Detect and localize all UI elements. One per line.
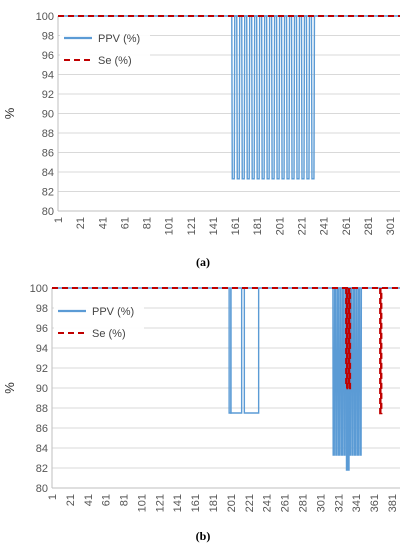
y-tick-label: 94 [42, 70, 54, 82]
x-tick-label: 161 [190, 494, 202, 512]
legend-background [54, 301, 144, 341]
x-tick-label: 121 [154, 494, 166, 512]
y-axis-label: % [2, 382, 17, 394]
x-tick-label: 101 [164, 217, 176, 235]
x-tick-label: 161 [230, 217, 242, 235]
y-tick-label: 88 [42, 128, 54, 140]
y-tick-label: 96 [36, 323, 48, 335]
x-tick-label: 261 [341, 217, 353, 235]
x-tick-label: 61 [101, 494, 113, 506]
x-tick-label: 21 [65, 494, 77, 506]
y-tick-label: 94 [36, 343, 48, 355]
x-tick-label: 301 [385, 217, 397, 235]
legend-background [60, 28, 150, 68]
y-tick-label: 96 [42, 50, 54, 62]
panel-caption: (a) [196, 255, 210, 269]
x-tick-label: 81 [142, 217, 154, 229]
legend: PPV (%) Se (%) [54, 301, 144, 341]
x-tick-label: 341 [351, 494, 363, 512]
x-tick-label: 41 [83, 494, 95, 506]
x-tick-label: 81 [119, 494, 131, 506]
y-tick-label: 98 [36, 303, 48, 315]
x-tick-label: 1 [47, 494, 59, 500]
x-tick-label: 381 [387, 494, 399, 512]
y-tick-label: 92 [36, 363, 48, 375]
y-tick-label: 92 [42, 89, 54, 101]
y-tick-label: 98 [42, 31, 54, 43]
x-tick-label: 241 [319, 217, 331, 235]
y-tick-label: 82 [36, 463, 48, 475]
x-tick-label: 241 [262, 494, 274, 512]
x-tick-label: 41 [97, 217, 109, 229]
y-tick-label: 80 [42, 206, 54, 218]
x-tick-label: 321 [333, 494, 345, 512]
y-tick-label: 90 [42, 109, 54, 121]
x-tick-label: 181 [252, 217, 264, 235]
panel-caption: (b) [196, 529, 211, 543]
y-tick-label: 100 [30, 283, 48, 295]
legend: PPV (%) Se (%) [60, 28, 150, 68]
x-tick-label: 61 [119, 217, 131, 229]
y-tick-label: 88 [36, 403, 48, 415]
x-tick-label: 281 [297, 494, 309, 512]
x-tick-label: 181 [208, 494, 220, 512]
x-tick-label: 221 [296, 217, 308, 235]
legend-entry: PPV (%) [92, 306, 134, 318]
y-tick-label: 80 [36, 483, 48, 495]
y-tick-label: 100 [36, 11, 54, 23]
x-tick-label: 141 [172, 494, 184, 512]
x-tick-label: 201 [274, 217, 286, 235]
x-tick-label: 261 [280, 494, 292, 512]
x-tick-label: 121 [186, 217, 198, 235]
y-tick-label: 90 [36, 383, 48, 395]
x-tick-label: 21 [75, 217, 87, 229]
x-tick-label: 281 [363, 217, 375, 235]
x-tick-label: 221 [244, 494, 256, 512]
x-tick-label: 201 [226, 494, 238, 512]
legend-entry: Se (%) [92, 328, 126, 340]
y-tick-label: 86 [36, 423, 48, 435]
x-tick-label: 301 [315, 494, 327, 512]
y-axis-label: % [2, 107, 17, 119]
series-segment [230, 288, 243, 414]
series-segment [347, 288, 352, 390]
x-tick-label: 101 [136, 494, 148, 512]
series-segment [345, 288, 349, 390]
series-segment [379, 288, 383, 415]
x-tick-label: 361 [369, 494, 381, 512]
x-tick-label: 141 [208, 217, 220, 235]
y-tick-label: 86 [42, 148, 54, 160]
x-tick-label: 1 [53, 217, 65, 223]
legend-entry: Se (%) [98, 55, 132, 67]
y-tick-label: 84 [42, 167, 54, 179]
y-tick-label: 82 [42, 187, 54, 199]
series-se [52, 287, 400, 415]
y-tick-label: 84 [36, 443, 48, 455]
series-segment [243, 288, 260, 414]
legend-entry: PPV (%) [98, 33, 140, 45]
